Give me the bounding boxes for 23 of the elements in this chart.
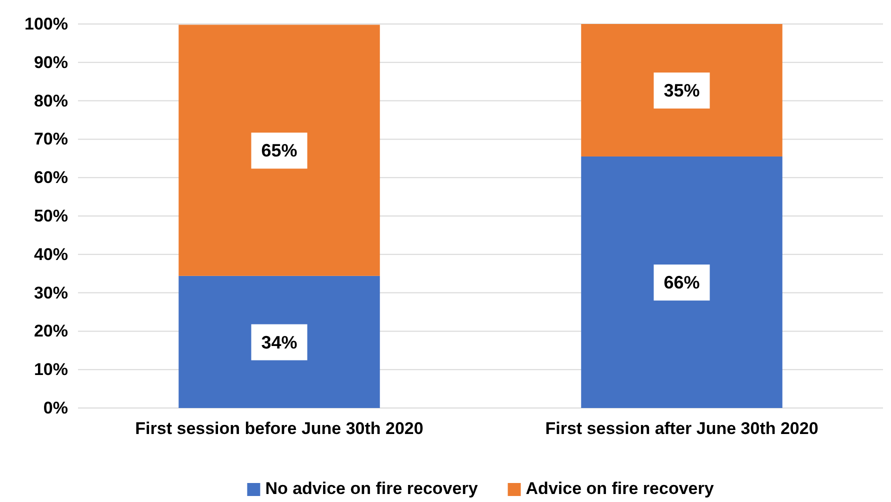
y-tick-label: 10% xyxy=(34,360,68,380)
bar xyxy=(581,156,782,408)
y-tick-label: 50% xyxy=(34,206,68,226)
y-tick-label: 90% xyxy=(34,52,68,72)
bar xyxy=(178,24,380,276)
y-tick-label: 70% xyxy=(34,130,68,149)
data-label: 65% xyxy=(261,140,298,161)
data-label: 66% xyxy=(664,272,700,293)
data-label: 35% xyxy=(664,80,700,101)
y-tick-label: 40% xyxy=(34,244,68,264)
y-tick-label: 0% xyxy=(43,398,68,418)
y-tick-label: 30% xyxy=(34,283,68,302)
y-tick-label: 20% xyxy=(34,322,68,341)
y-tick-label: 100% xyxy=(24,14,68,34)
bar xyxy=(581,24,782,156)
legend-label: No advice on fire recovery xyxy=(265,479,478,498)
x-tick-label: First session after June 30th 2020 xyxy=(545,419,818,438)
y-tick-label: 60% xyxy=(34,168,68,188)
data-label: 34% xyxy=(261,332,298,352)
x-tick-label: First session before June 30th 2020 xyxy=(135,419,424,438)
bar xyxy=(178,276,380,408)
y-tick-label: 80% xyxy=(34,91,68,110)
legend-label: Advice on fire recovery xyxy=(526,479,714,498)
